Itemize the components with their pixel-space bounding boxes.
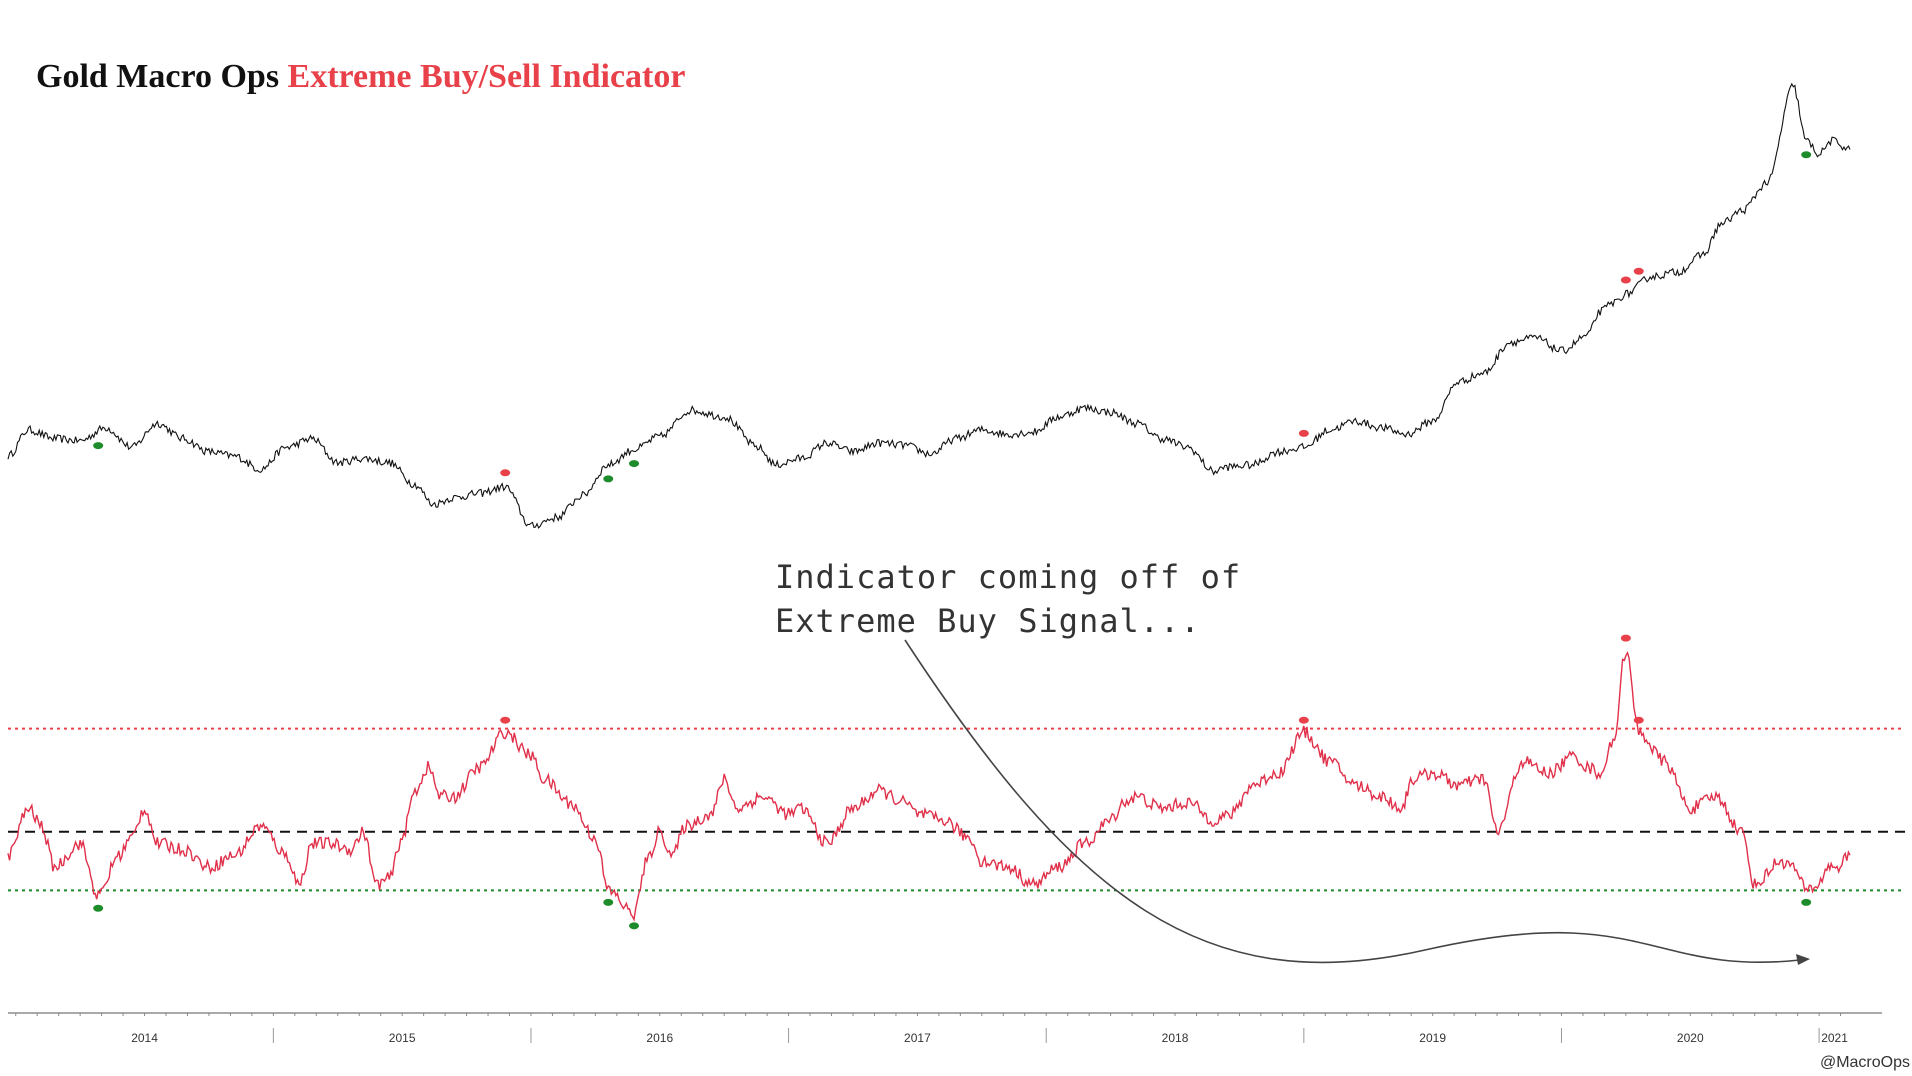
buy-signal-dot — [1801, 898, 1812, 906]
credit-label: @MacroOps — [1819, 1054, 1910, 1071]
title-main: Gold Macro Ops — [36, 58, 280, 95]
sell-signal-dot — [500, 716, 511, 724]
buy-signal-dot — [93, 442, 104, 450]
x-tick-label: 2016 — [646, 1031, 673, 1045]
sell-signal-dot — [1298, 429, 1309, 437]
indicator-series-line — [7, 651, 1851, 922]
buy-signal-dot — [603, 475, 614, 483]
annotation-text: Indicator coming off of Extreme Buy Sign… — [775, 558, 1242, 640]
x-tick-label: 2015 — [389, 1031, 416, 1045]
annotation-arrow — [904, 639, 1801, 964]
chart-title: Gold Macro Ops Extreme Buy/Sell Indicato… — [36, 58, 685, 96]
sell-signal-dot — [1620, 634, 1631, 642]
sell-signal-dot — [1620, 276, 1631, 284]
x-tick-label: 2020 — [1677, 1031, 1704, 1045]
x-tick-label: 2017 — [904, 1031, 931, 1045]
sell-signal-dot — [1633, 267, 1644, 275]
buy-signal-dot — [603, 898, 614, 906]
sell-signal-dot — [1298, 716, 1309, 724]
x-tick-label: 2019 — [1419, 1031, 1446, 1045]
annotation-arrowhead — [1796, 954, 1810, 965]
x-tick-label: 2021 — [1821, 1031, 1848, 1045]
sell-signal-dot — [1633, 716, 1644, 724]
price-series-line — [7, 82, 1851, 529]
x-axis: 2014 2015 2016 2017 2018 2019 2020 2021 — [8, 1012, 1882, 1045]
x-tick-label: 2018 — [1162, 1031, 1189, 1045]
sell-signal-dot — [500, 469, 511, 477]
price-panel — [7, 82, 1851, 529]
x-tick-label: 2014 — [131, 1031, 158, 1045]
title-accent: Extreme Buy/Sell Indicator — [287, 58, 686, 95]
indicator-panel — [7, 634, 1905, 930]
buy-signal-dot — [629, 922, 640, 930]
buy-signal-dot — [1801, 151, 1812, 159]
buy-signal-dot — [93, 904, 104, 912]
buy-signal-dot — [629, 460, 640, 468]
